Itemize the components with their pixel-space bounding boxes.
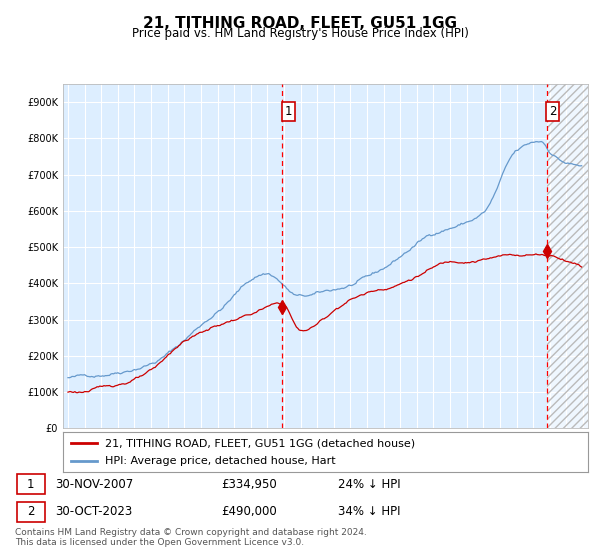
Text: £490,000: £490,000 xyxy=(221,505,277,518)
Text: 34% ↓ HPI: 34% ↓ HPI xyxy=(338,505,400,518)
Text: Contains HM Land Registry data © Crown copyright and database right 2024.
This d: Contains HM Land Registry data © Crown c… xyxy=(15,528,367,547)
Text: 1: 1 xyxy=(284,105,292,118)
Bar xyxy=(547,84,588,428)
Text: 24% ↓ HPI: 24% ↓ HPI xyxy=(338,478,401,491)
Bar xyxy=(547,84,588,428)
Text: 30-OCT-2023: 30-OCT-2023 xyxy=(56,505,133,518)
Text: £334,950: £334,950 xyxy=(221,478,277,491)
Text: 1: 1 xyxy=(27,478,34,491)
FancyBboxPatch shape xyxy=(17,502,44,521)
FancyBboxPatch shape xyxy=(17,474,44,494)
Text: HPI: Average price, detached house, Hart: HPI: Average price, detached house, Hart xyxy=(105,456,335,466)
Text: 2: 2 xyxy=(549,105,556,118)
Text: Price paid vs. HM Land Registry's House Price Index (HPI): Price paid vs. HM Land Registry's House … xyxy=(131,27,469,40)
Text: 2: 2 xyxy=(27,505,34,518)
Text: 21, TITHING ROAD, FLEET, GU51 1GG (detached house): 21, TITHING ROAD, FLEET, GU51 1GG (detac… xyxy=(105,438,415,449)
Text: 30-NOV-2007: 30-NOV-2007 xyxy=(56,478,134,491)
Text: 21, TITHING ROAD, FLEET, GU51 1GG: 21, TITHING ROAD, FLEET, GU51 1GG xyxy=(143,16,457,31)
